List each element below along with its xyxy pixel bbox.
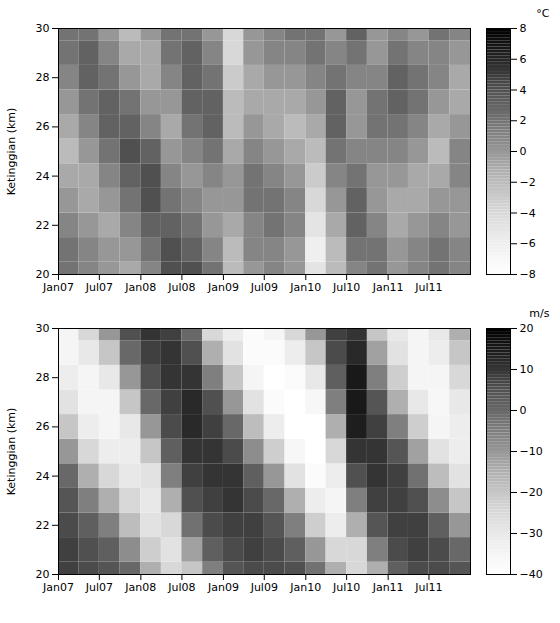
- svg-text:22: 22: [36, 219, 50, 232]
- svg-text:Jul07: Jul07: [85, 581, 113, 594]
- svg-text:Jan10: Jan10: [289, 581, 321, 594]
- svg-text:30: 30: [36, 22, 50, 35]
- svg-text:−2: −2: [520, 176, 536, 189]
- svg-text:Jul09: Jul09: [250, 281, 278, 294]
- svg-text:22: 22: [36, 519, 50, 532]
- svg-text:26: 26: [36, 420, 50, 433]
- svg-text:Jul10: Jul10: [332, 281, 360, 294]
- svg-text:26: 26: [36, 120, 50, 133]
- svg-text:Jan07: Jan07: [42, 581, 74, 594]
- svg-text:24: 24: [36, 170, 50, 183]
- svg-text:6: 6: [520, 53, 527, 66]
- svg-text:Jan08: Jan08: [124, 281, 156, 294]
- svg-text:10: 10: [520, 363, 534, 376]
- svg-text:2: 2: [520, 114, 527, 127]
- svg-text:Jul08: Jul08: [167, 581, 195, 594]
- svg-text:−10: −10: [520, 445, 543, 458]
- svg-text:−20: −20: [520, 486, 543, 499]
- svg-text:20: 20: [36, 568, 50, 581]
- svg-text:m/s: m/s: [529, 307, 549, 320]
- svg-text:Jul11: Jul11: [414, 281, 442, 294]
- svg-text:Ketinggian (km): Ketinggian (km): [5, 108, 18, 196]
- svg-text:0: 0: [520, 145, 527, 158]
- svg-text:Jan09: Jan09: [207, 581, 239, 594]
- svg-text:20: 20: [36, 268, 50, 281]
- svg-text:24: 24: [36, 470, 50, 483]
- svg-text:−6: −6: [520, 237, 536, 250]
- svg-text:Jul08: Jul08: [167, 281, 195, 294]
- svg-text:20: 20: [520, 322, 534, 335]
- svg-text:28: 28: [36, 371, 50, 384]
- svg-text:0: 0: [520, 404, 527, 417]
- svg-text:Jan11: Jan11: [372, 581, 404, 594]
- svg-text:Jan08: Jan08: [124, 581, 156, 594]
- svg-text:−30: −30: [520, 527, 543, 540]
- svg-text:−8: −8: [520, 268, 536, 281]
- svg-text:8: 8: [520, 22, 527, 35]
- svg-text:Jul07: Jul07: [85, 281, 113, 294]
- svg-text:Jan10: Jan10: [289, 281, 321, 294]
- svg-text:Jul11: Jul11: [414, 581, 442, 594]
- svg-text:Jan09: Jan09: [207, 281, 239, 294]
- svg-text:Jan11: Jan11: [372, 281, 404, 294]
- svg-text:4: 4: [520, 84, 527, 97]
- svg-text:Jan07: Jan07: [42, 281, 74, 294]
- svg-text:−40: −40: [520, 568, 543, 581]
- svg-text:°C: °C: [536, 7, 550, 20]
- svg-text:−4: −4: [520, 207, 536, 220]
- svg-text:Ketinggian (km): Ketinggian (km): [5, 408, 18, 496]
- svg-text:30: 30: [36, 322, 50, 335]
- svg-text:Jul09: Jul09: [250, 581, 278, 594]
- svg-text:Jul10: Jul10: [332, 581, 360, 594]
- svg-text:28: 28: [36, 71, 50, 84]
